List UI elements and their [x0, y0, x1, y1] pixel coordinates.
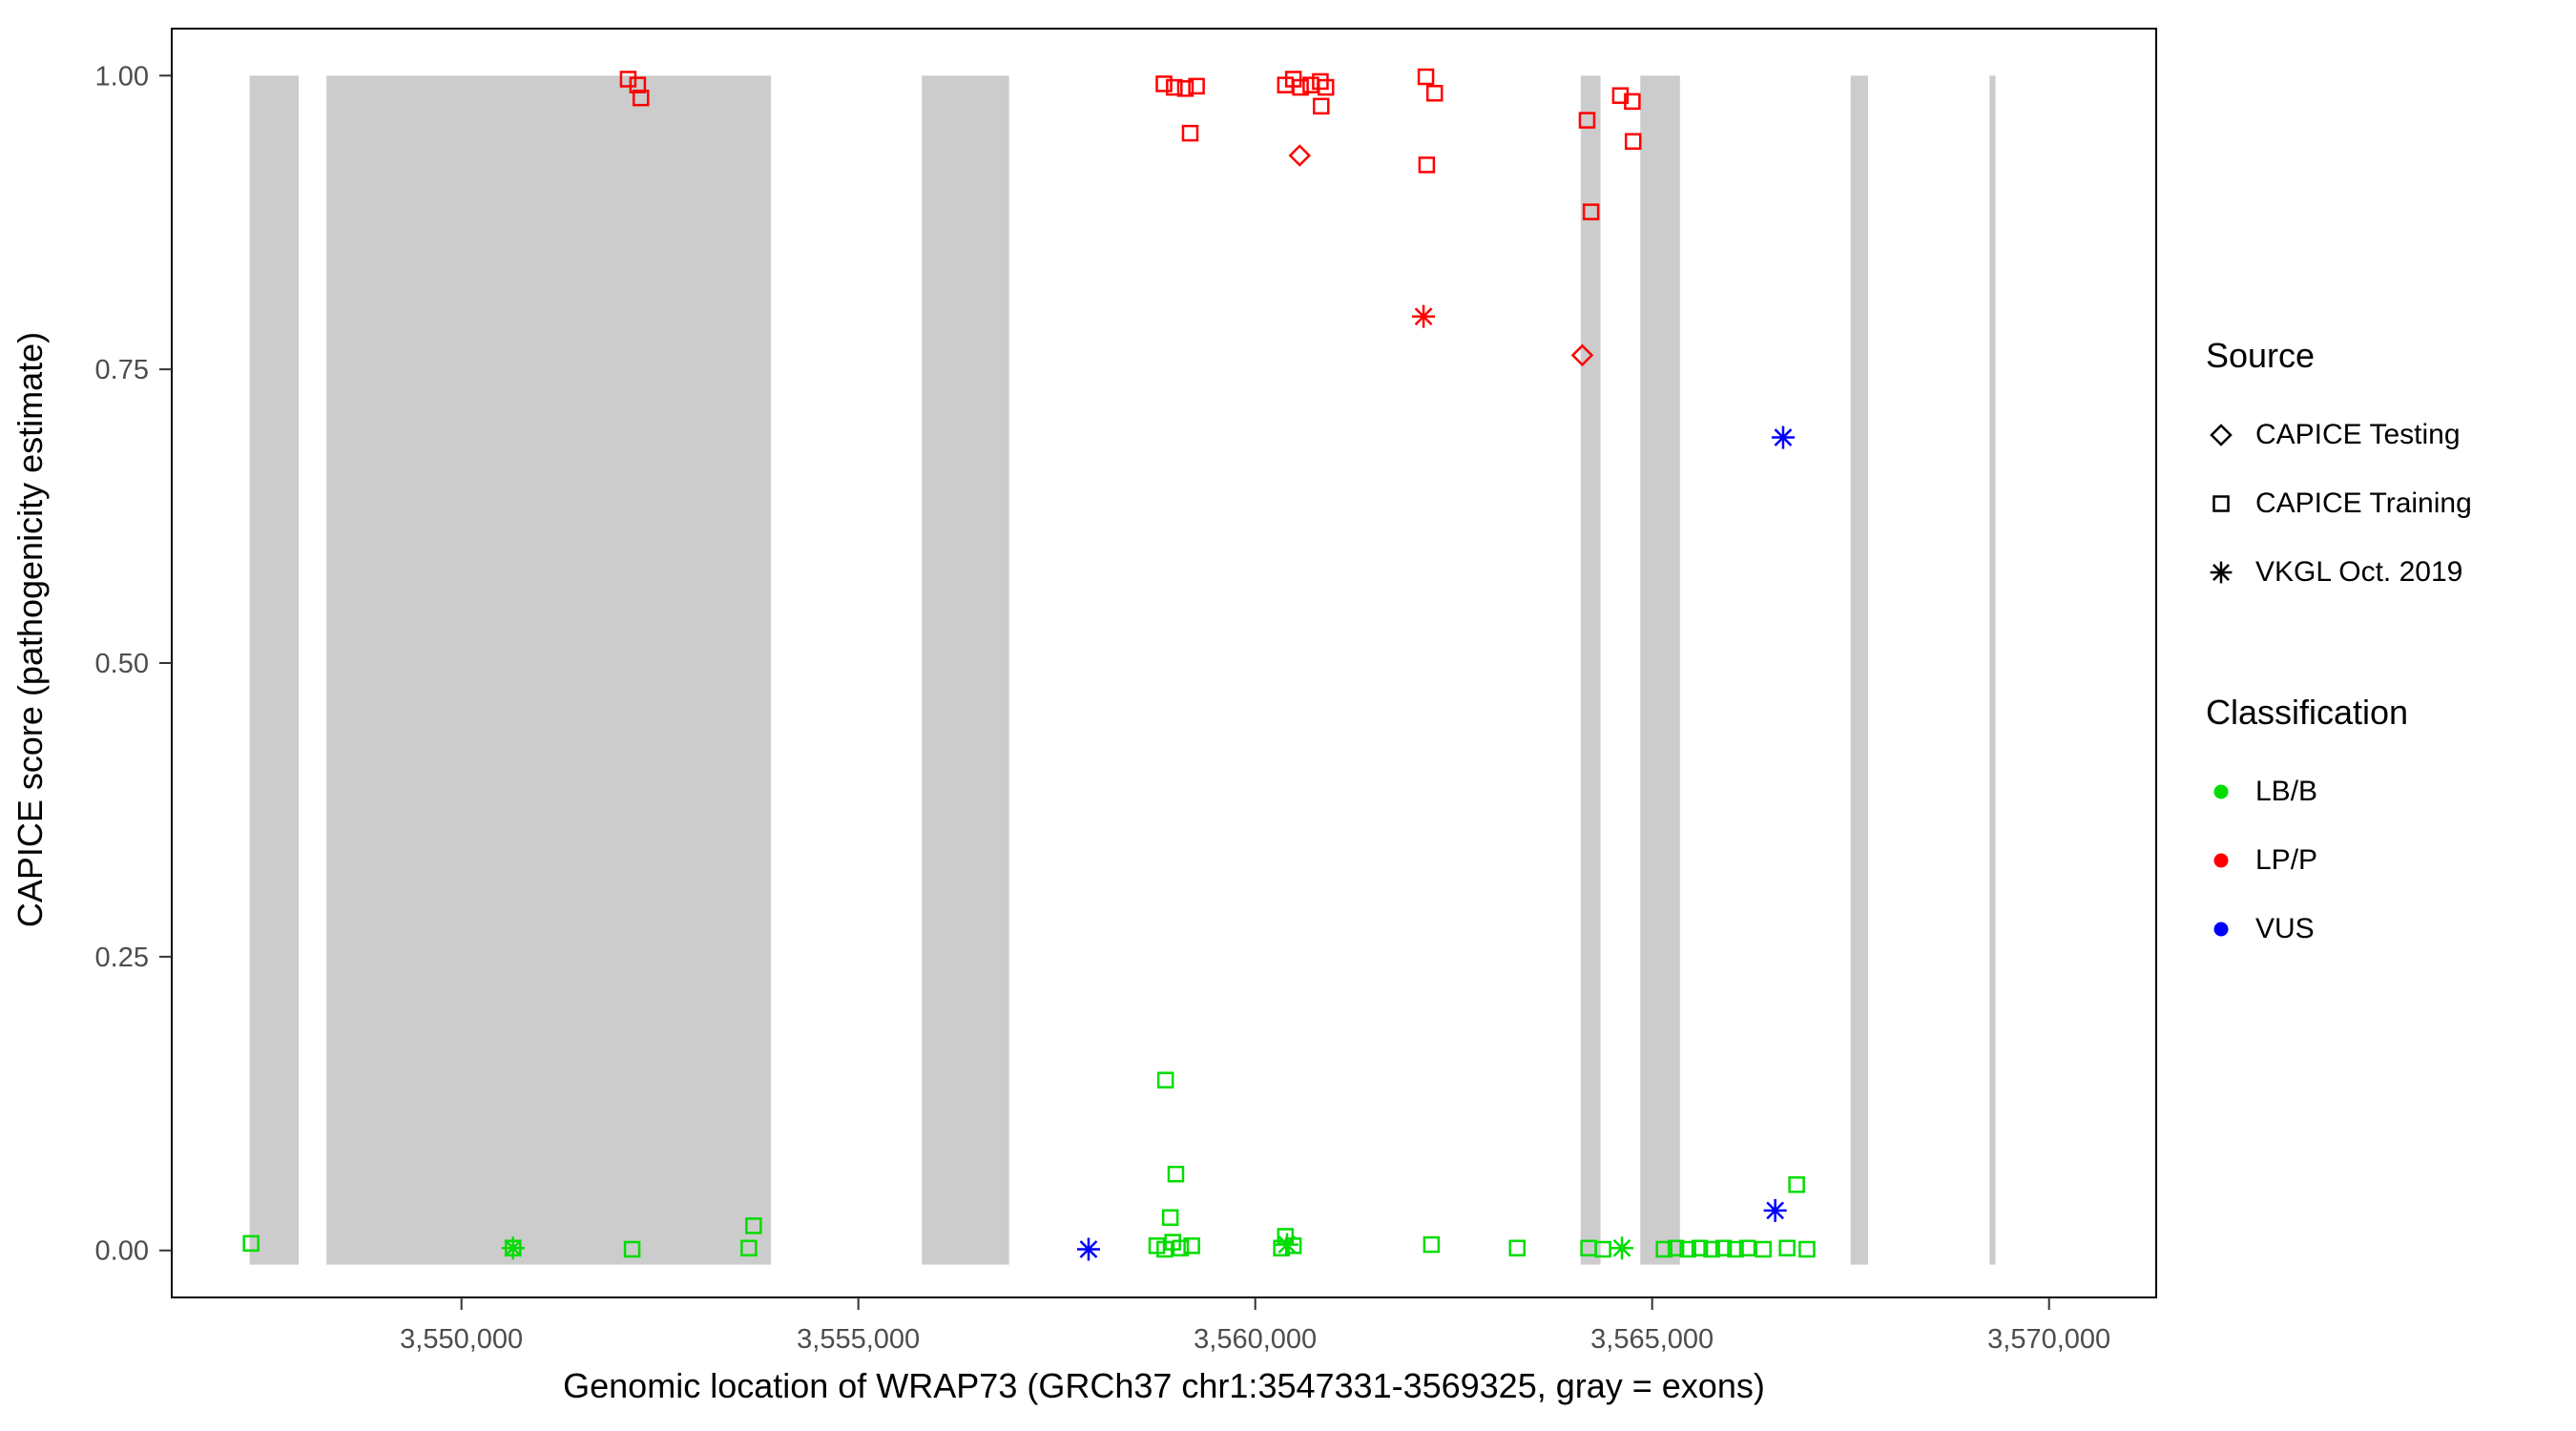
exon-band [1580, 75, 1601, 1265]
exon-band [1989, 75, 1996, 1265]
y-tick-label: 1.00 [95, 61, 149, 92]
x-tick-label: 3,570,000 [1987, 1324, 2110, 1355]
series-lp-p-capice-training [619, 68, 1642, 220]
legend-item-capice-testing: CAPICE Testing [2206, 401, 2568, 469]
legend-item-vus-label: VUS [2255, 913, 2315, 944]
legend-item-capice-training-label: CAPICE Training [2255, 487, 2472, 519]
y-tick-label: 0.75 [95, 355, 149, 385]
exon-band [326, 75, 772, 1265]
legend-item-capice-testing-label: CAPICE Testing [2255, 419, 2461, 450]
series-lp-p-capice-testing [1288, 144, 1594, 367]
x-tick-label: 3,555,000 [797, 1324, 920, 1355]
y-tick-label: 0.25 [95, 943, 149, 973]
exon-band [249, 75, 300, 1265]
lpp-red-dot-icon [2213, 853, 2229, 868]
y-tick-label: 0.50 [95, 649, 149, 679]
capice-testing-diamond-icon [2210, 424, 2233, 446]
legend-item-lbb-label: LB/B [2255, 776, 2318, 807]
legend: Source CAPICE Testing CAPICE Training VK… [2206, 336, 2568, 964]
x-axis-title: Genomic location of WRAP73 (GRCh37 chr1:… [563, 1366, 1765, 1405]
legend-item-lpp-label: LP/P [2255, 844, 2318, 876]
series-lp-p-vkgl-oct-2019 [1412, 304, 1436, 328]
legend-source-title: Source [2206, 336, 2316, 375]
exon-bands [249, 75, 1996, 1265]
vkgl-asterisk-icon [2210, 561, 2233, 584]
legend-item-lbb: LB/B [2206, 757, 2568, 826]
series-vus-vkgl-oct-2019 [1076, 425, 1795, 1261]
axes: 3,550,000 3,555,000 3,560,000 3,565,000 3,57… [95, 61, 2111, 1355]
legend-classification-title: Classification [2206, 693, 2409, 732]
exon-band [1850, 75, 1868, 1265]
x-tick-label: 3,550,000 [400, 1324, 523, 1355]
series-lb-b-vkgl-oct-2019 [501, 1233, 1634, 1260]
legend-source-block: Source CAPICE Testing CAPICE Training VK… [2206, 336, 2568, 607]
y-axis-title: CAPICE score (pathogenicity estimate) [10, 332, 50, 927]
exon-band [1640, 75, 1680, 1265]
capice-training-square-icon [2212, 495, 2230, 512]
legend-classification-block: Classification LB/B LP/P VUS [2206, 693, 2568, 964]
legend-item-lpp: LP/P [2206, 826, 2568, 895]
exon-band [922, 75, 1009, 1265]
legend-item-vkgl-label: VKGL Oct. 2019 [2255, 556, 2463, 588]
lbb-green-dot-icon [2213, 784, 2229, 799]
legend-item-capice-training: CAPICE Training [2206, 469, 2568, 538]
vus-blue-dot-icon [2213, 922, 2229, 937]
series-lb-b-capice-training [242, 1071, 1816, 1258]
legend-item-vus: VUS [2206, 895, 2568, 964]
legend-item-vkgl: VKGL Oct. 2019 [2206, 538, 2568, 607]
x-tick-label: 3,565,000 [1590, 1324, 1714, 1355]
y-tick-label: 0.00 [95, 1236, 149, 1267]
x-tick-label: 3,560,000 [1194, 1324, 1317, 1355]
